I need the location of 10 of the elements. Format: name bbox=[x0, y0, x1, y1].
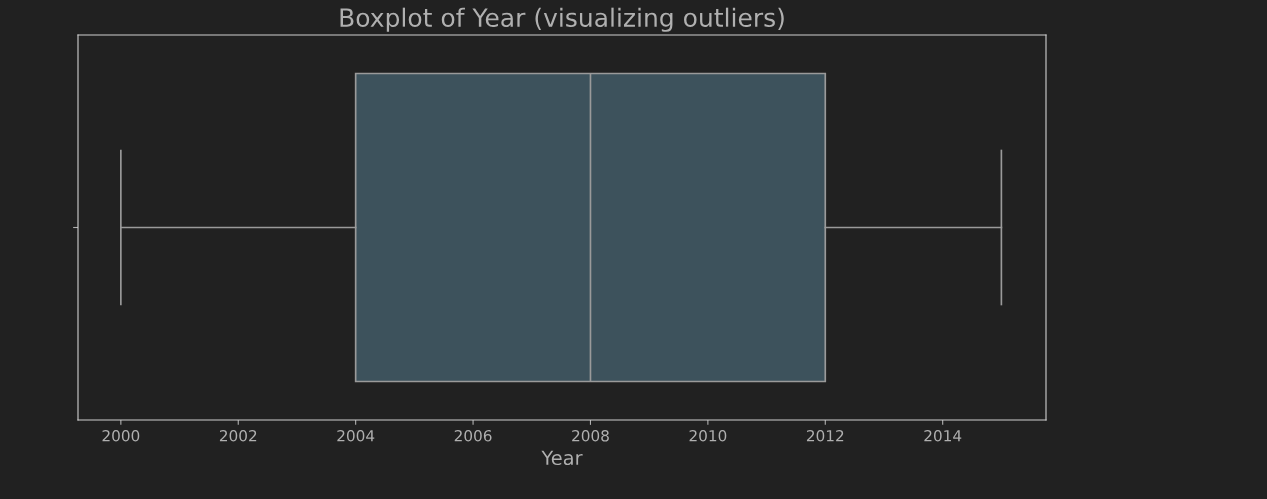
x-axis-title: Year bbox=[541, 450, 583, 466]
x-tick-label: 2010 bbox=[689, 429, 727, 442]
x-tick-label: 2008 bbox=[572, 429, 609, 442]
x-tick-label: 2002 bbox=[219, 429, 257, 442]
chart-title: Boxplot of Year (visualizing outliers) bbox=[340, 7, 784, 32]
x-tick-label: 2014 bbox=[924, 429, 962, 442]
x-tick-label: 2000 bbox=[102, 429, 140, 442]
x-tick-label: 2006 bbox=[454, 429, 492, 442]
x-tick-label: 2012 bbox=[806, 429, 844, 442]
x-tick-label: 2004 bbox=[337, 429, 375, 442]
